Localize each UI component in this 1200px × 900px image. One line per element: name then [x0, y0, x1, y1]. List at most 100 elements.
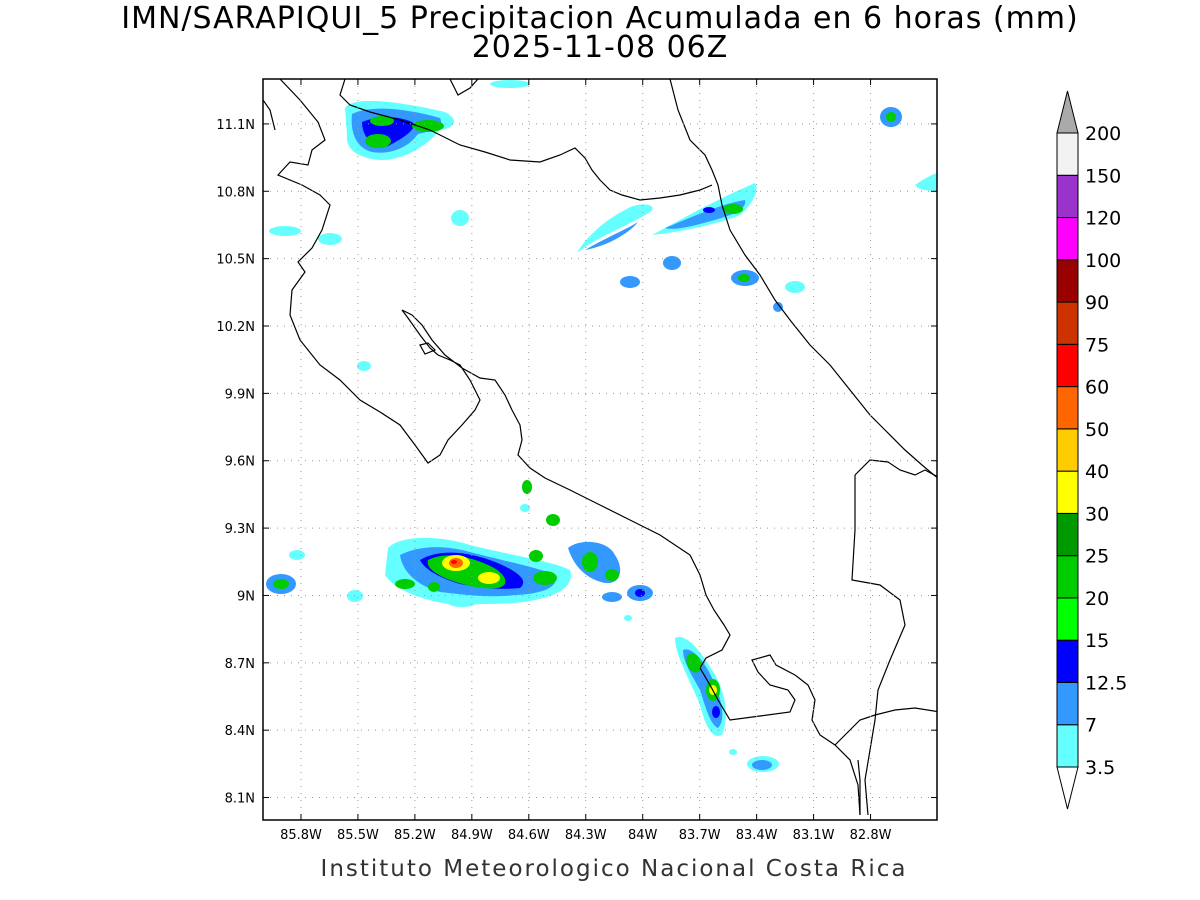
y-tick-label: 9.9N — [225, 387, 255, 402]
y-tick-label: 10.5N — [216, 253, 255, 268]
northwest-coast-detail — [263, 99, 276, 131]
colorbar-level-label: 3.5 — [1085, 757, 1115, 779]
colorbar-swatch — [1056, 512, 1079, 557]
y-tick-label: 8.7N — [225, 657, 255, 672]
x-tick-label: 83.7W — [679, 828, 721, 843]
x-tick-label: 85.2W — [394, 828, 436, 843]
precip-cell — [347, 590, 363, 602]
island — [419, 342, 437, 355]
y-tick-label: 9.6N — [225, 455, 255, 470]
colorbar: 3.5 7 12.5 15 20 25 30 40 50 60 75 90 100 120 150 200 — [1056, 90, 1127, 810]
colorbar-level-label: 40 — [1085, 461, 1109, 483]
colorbar-underflow-triangle — [1056, 766, 1079, 810]
precip-cell — [269, 226, 301, 236]
border-costa-rica-panama — [851, 475, 906, 816]
precip-cell — [520, 504, 530, 512]
precip-cell-border-east — [412, 120, 444, 132]
x-tick-label: 85.8W — [280, 828, 322, 843]
precip-max-yellow-b — [478, 572, 500, 584]
colorbar-swatch — [1056, 724, 1079, 768]
coastline-south-panama — [857, 759, 861, 815]
precip-cell — [395, 579, 415, 589]
x-tick-label: 84.3W — [565, 828, 607, 843]
precip-cell — [635, 589, 645, 597]
colorbar-level-label: 120 — [1085, 208, 1121, 230]
precip-cell — [533, 571, 557, 585]
precip-cell — [318, 233, 342, 245]
x-tick-label: 82.8W — [850, 828, 892, 843]
precip-cell — [529, 550, 543, 562]
precip-cell — [357, 361, 371, 371]
x-tick-label: 83.4W — [736, 828, 778, 843]
colorbar-swatch — [1056, 428, 1079, 472]
colorbar-swatch — [1056, 639, 1079, 683]
map-title: IMN/SARAPIQUI_5 Precipitacion Acumulada … — [121, 1, 1079, 36]
coastline-nicaragua-inlet — [449, 79, 479, 96]
precip-max-red — [451, 560, 457, 564]
precip-cell-northeast-core — [886, 112, 896, 122]
y-tick-label: 9.3N — [225, 522, 255, 537]
colorbar-level-label: 75 — [1085, 334, 1109, 356]
precip-cell-limon-coast-core — [738, 274, 750, 282]
x-tick-label: 84.6W — [508, 828, 550, 843]
precip-band-osa-green — [686, 653, 702, 673]
colorbar-swatch — [1056, 597, 1079, 641]
precipitation-field — [266, 80, 937, 772]
map-subtitle: 2025-11-08 06Z — [471, 30, 729, 65]
precip-cell — [729, 749, 737, 755]
map-grid — [263, 79, 937, 820]
precip-cell-southern-valley-core — [582, 552, 598, 572]
colorbar-swatch — [1056, 555, 1079, 599]
y-tick-label: 11.1N — [216, 118, 255, 133]
colorbar-overflow-triangle — [1056, 90, 1079, 134]
precip-cell — [663, 256, 681, 270]
colorbar-swatch — [1056, 174, 1079, 219]
colorbar-level-label: 50 — [1085, 419, 1109, 441]
colorbar-level-label: 100 — [1085, 250, 1121, 272]
y-tick-label: 10.8N — [216, 185, 255, 200]
precip-cell — [602, 592, 622, 602]
colorbar-level-label: 60 — [1085, 377, 1109, 399]
coastline-pacific-north — [276, 79, 861, 816]
precip-cell — [546, 514, 560, 526]
precip-cell — [620, 276, 640, 288]
precip-cell-tortuguero-max — [723, 204, 743, 214]
y-tick-label: 10.2N — [216, 320, 255, 335]
coastline-lake-nicaragua-shore — [339, 79, 713, 201]
precip-band-osa-blue — [712, 706, 720, 718]
colorbar-level-label: 25 — [1085, 546, 1109, 568]
colorbar-swatch — [1056, 386, 1079, 430]
precip-cell — [785, 281, 805, 293]
x-tick-label: 84.9W — [451, 828, 493, 843]
plot-frame — [262, 78, 938, 821]
colorbar-swatch — [1056, 217, 1079, 261]
precip-cell — [624, 615, 632, 621]
precip-cell — [605, 569, 619, 581]
x-tick-label: 84W — [628, 828, 658, 843]
colorbar-swatch — [1056, 259, 1079, 303]
coastline — [263, 79, 937, 816]
precip-cell-nicoya-west-core — [273, 579, 289, 589]
coastline-caribbean — [669, 79, 937, 479]
y-tick-label: 8.1N — [225, 792, 255, 807]
colorbar-level-label: 30 — [1085, 503, 1109, 525]
y-tick-label: 8.4N — [225, 724, 255, 739]
colorbar-level-label: 15 — [1085, 630, 1109, 652]
colorbar-level-label: 12.5 — [1085, 672, 1127, 694]
colorbar-swatch — [1056, 343, 1079, 388]
colorbar-level-label: 150 — [1085, 165, 1121, 187]
precip-cell-tortuguero-peak — [703, 207, 715, 213]
precip-band-caribbean-north — [577, 204, 653, 253]
colorbar-swatch — [1056, 132, 1079, 176]
x-tick-label: 85.5W — [337, 828, 379, 843]
precip-band-caribbean-north-core — [585, 222, 638, 250]
colorbar-level-label: 200 — [1085, 123, 1121, 145]
colorbar-swatch — [1056, 301, 1079, 345]
precip-cell — [490, 80, 530, 88]
colorbar-swatch — [1056, 681, 1079, 726]
precip-cell — [451, 210, 469, 226]
precip-cell — [428, 582, 440, 592]
precip-cell-east-edge — [915, 172, 937, 191]
y-tick-label: 9N — [237, 589, 255, 604]
